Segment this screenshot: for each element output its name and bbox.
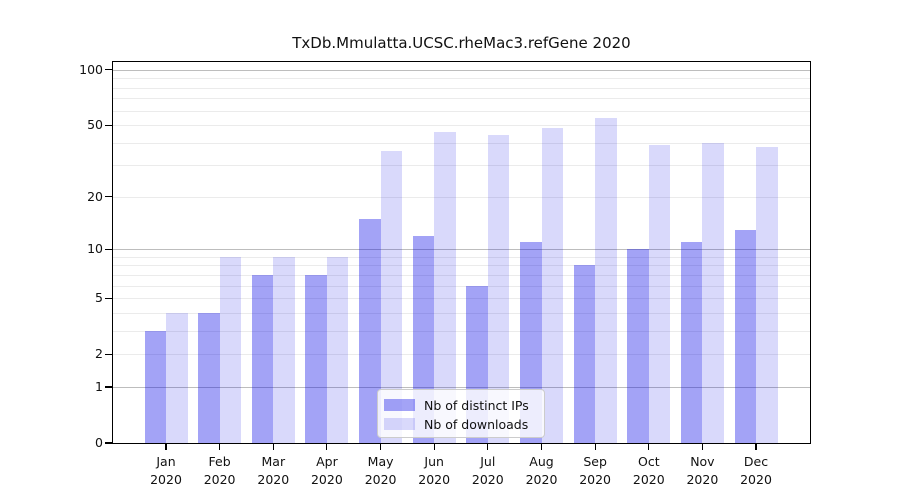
y-tick-10: [105, 248, 112, 250]
x-tick-sep: [594, 444, 596, 450]
gridline-minor-4: [113, 312, 810, 314]
x-tick-jun: [433, 444, 435, 450]
bar-downloads-dec: [756, 146, 778, 443]
y-tick-label-50: 50: [87, 117, 103, 133]
x-tick-apr: [326, 444, 328, 450]
gridline-minor-40: [113, 142, 810, 144]
bar-distinct-ips-may: [359, 218, 381, 443]
x-tick-jul: [487, 444, 489, 450]
x-tick-label-mar: Mar 2020: [257, 454, 290, 487]
bar-downloads-mar: [273, 256, 295, 443]
bar-distinct-ips-nov: [680, 242, 703, 443]
x-tick-nov: [701, 444, 703, 450]
bar-downloads-aug: [541, 128, 563, 443]
gridline-minor-9: [113, 256, 810, 258]
plot-area: Nb of distinct IPs Nb of downloads: [112, 61, 811, 444]
bar-distinct-ips-dec: [734, 229, 756, 443]
y-tick-5: [105, 297, 112, 299]
bar-distinct-ips-apr: [305, 274, 327, 443]
gridline-minor-80: [113, 87, 810, 89]
x-tick-label-jul: Jul 2020: [471, 454, 504, 487]
x-tick-dec: [755, 444, 757, 450]
legend-label-distinct-ips: Nb of distinct IPs: [424, 397, 529, 413]
y-tick-50: [105, 124, 112, 126]
y-tick-label-5: 5: [95, 290, 103, 306]
legend-entry-distinct-ips: Nb of distinct IPs: [384, 396, 544, 414]
x-tick-jan: [165, 444, 167, 450]
bar-distinct-ips-feb: [198, 312, 220, 443]
gridline-minor-50: [113, 125, 810, 127]
gridline-minor-8: [113, 265, 810, 267]
gridline-minor-30: [113, 165, 810, 167]
legend-swatch-distinct-ips: [384, 399, 415, 411]
x-tick-label-dec: Dec 2020: [740, 454, 772, 487]
chart-title: TxDb.Mmulatta.UCSC.rheMac3.refGene 2020: [292, 34, 631, 52]
bar-downloads-jul: [487, 135, 510, 443]
bar-downloads-may: [380, 151, 403, 443]
legend-label-downloads: Nb of downloads: [424, 416, 529, 432]
gridline-major-10: [113, 249, 810, 251]
y-tick-label-1: 1: [95, 379, 103, 394]
y-tick-1: [105, 386, 112, 388]
bar-downloads-oct: [648, 144, 671, 443]
legend-entry-downloads: Nb of downloads: [384, 415, 544, 433]
x-tick-label-sep: Sep 2020: [579, 454, 611, 487]
gridline-minor-70: [113, 98, 810, 100]
bar-distinct-ips-sep: [573, 265, 596, 443]
gridline-major-1: [113, 387, 810, 388]
gridline-major-100: [113, 69, 810, 71]
bar-downloads-nov: [702, 142, 724, 443]
gridline-minor-5: [113, 298, 810, 300]
x-tick-label-jun: Jun 2020: [418, 454, 451, 487]
bar-downloads-jan: [166, 312, 188, 443]
x-tick-label-nov: Nov 2020: [686, 454, 719, 487]
y-tick-2: [105, 353, 112, 355]
x-tick-may: [380, 444, 382, 450]
legend-swatch-downloads: [384, 418, 415, 430]
x-tick-aug: [540, 444, 543, 450]
x-tick-label-aug: Aug 2020: [525, 454, 558, 487]
x-tick-label-feb: Feb 2020: [203, 454, 236, 487]
legend: Nb of distinct IPs Nb of downloads: [377, 389, 545, 438]
x-tick-feb: [219, 444, 221, 450]
y-tick-label-2: 2: [95, 346, 103, 362]
bar-distinct-ips-jan: [144, 330, 166, 443]
bar-downloads-apr: [326, 256, 349, 443]
y-tick-label-20: 20: [87, 188, 103, 204]
x-tick-oct: [648, 444, 650, 450]
gridline-minor-6: [113, 285, 810, 287]
gridline-minor-60: [113, 110, 810, 112]
bar-downloads-sep: [595, 117, 617, 443]
x-tick-mar: [272, 444, 274, 450]
x-tick-label-oct: Oct 2020: [632, 454, 665, 487]
y-tick-0: [105, 442, 112, 444]
bar-distinct-ips-oct: [627, 249, 649, 443]
y-tick-100: [105, 69, 112, 71]
bar-distinct-ips-mar: [251, 274, 274, 443]
x-tick-label-apr: Apr 2020: [310, 454, 343, 487]
y-tick-20: [105, 196, 112, 198]
bar-downloads-jun: [434, 131, 456, 443]
x-tick-label-may: May 2020: [364, 454, 397, 487]
bar-downloads-feb: [219, 256, 242, 443]
x-tick-label-jan: Jan 2020: [150, 454, 182, 487]
y-tick-label-10: 10: [87, 241, 103, 257]
gridline-minor-7: [113, 274, 810, 276]
y-tick-label-100: 100: [79, 61, 103, 77]
gridline-minor-20: [113, 196, 810, 198]
y-tick-label-0: 0: [95, 435, 103, 450]
gridline-minor-2: [113, 354, 810, 356]
gridline-minor-90: [113, 78, 810, 80]
gridline-minor-3: [113, 330, 810, 332]
